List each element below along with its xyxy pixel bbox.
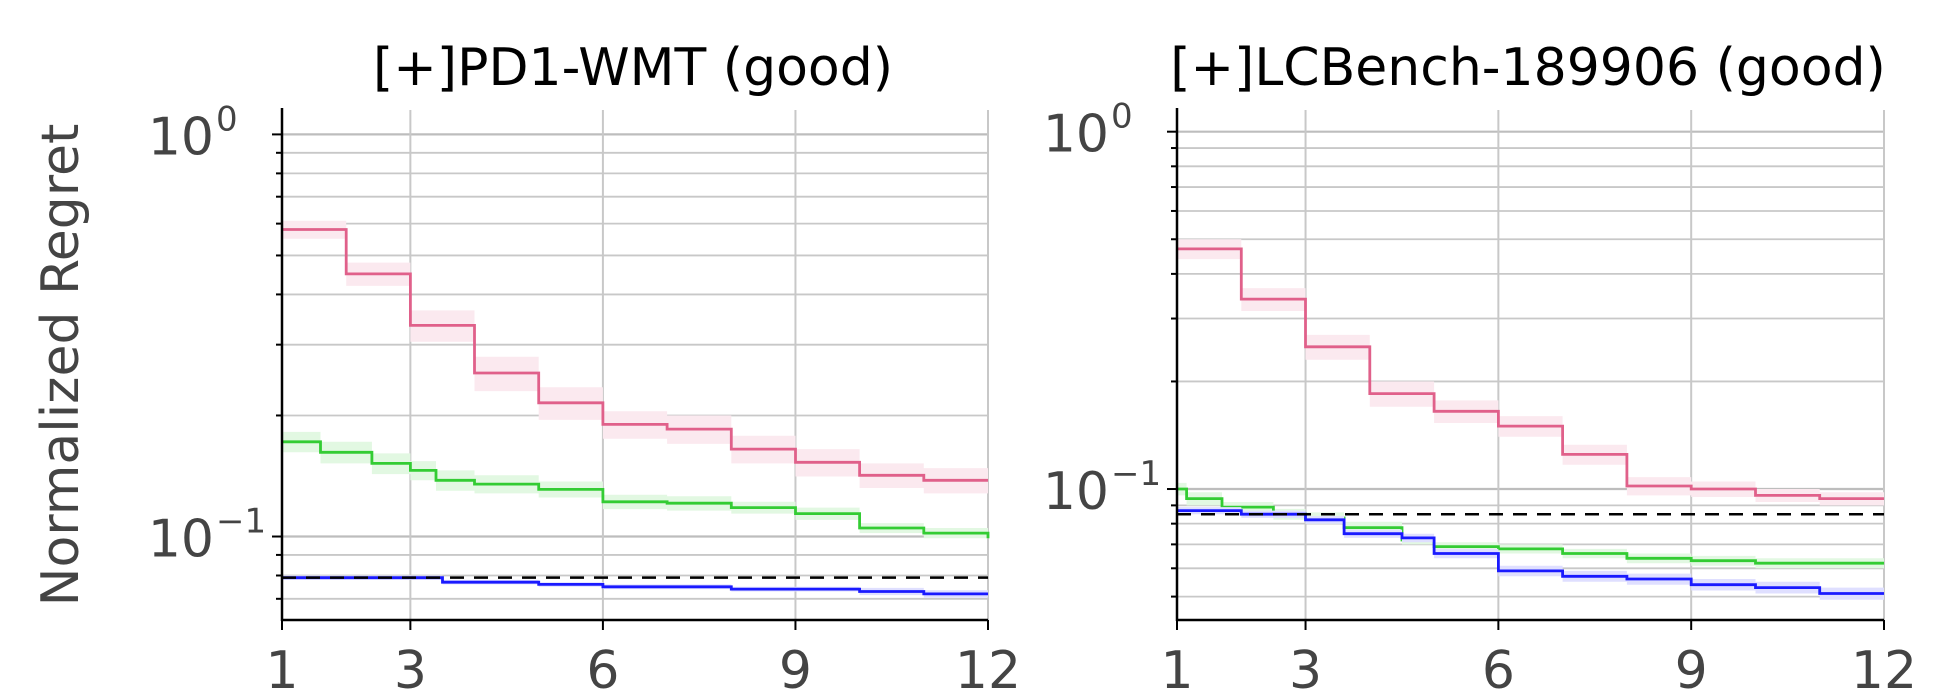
x-tick-label: 3 (1289, 641, 1322, 695)
y-tick-label: 10 0 (1043, 97, 1133, 165)
x-tick-label: 9 (1675, 641, 1708, 695)
confidence-band (1177, 482, 1884, 569)
x-tick-label: 9 (779, 641, 812, 695)
y-tick-base: 10 (1043, 462, 1109, 522)
x-tick-label: 6 (586, 641, 619, 695)
series-line (1177, 509, 1884, 595)
x-tick-label: 1 (1160, 641, 1193, 695)
x-tick-label: 12 (1851, 641, 1917, 695)
y-tick-label: 10 0 (148, 99, 238, 167)
y-tick-exponent: −1 (1111, 454, 1161, 494)
confidence-band (1177, 239, 1884, 506)
y-tick-exponent: 0 (216, 99, 238, 139)
series-2 (1177, 507, 1884, 600)
series-line (282, 576, 988, 596)
y-tick-label: 10 −1 (148, 502, 266, 570)
confidence-band (1177, 507, 1884, 600)
y-axis-label: Normalized Regret (31, 124, 91, 607)
chart-title: [+]PD1-WMT (good) (373, 38, 893, 98)
chart-title: [+]LCBench-189906 (good) (1170, 38, 1886, 98)
x-tick-label: 1 (265, 641, 298, 695)
y-tick-exponent: 0 (1111, 97, 1133, 137)
grid (281, 110, 989, 620)
x-tick-label: 12 (955, 641, 1021, 695)
x-tick-label: 3 (394, 641, 427, 695)
series-1 (282, 431, 990, 544)
y-tick-label: 10 −1 (1043, 454, 1161, 522)
y-tick-base: 10 (1043, 105, 1109, 165)
x-tick-label: 6 (1482, 641, 1515, 695)
confidence-band (282, 220, 988, 494)
series-2 (282, 575, 988, 598)
series-0 (282, 220, 988, 494)
y-tick-base: 10 (148, 107, 214, 167)
confidence-band (282, 431, 988, 544)
series-line (1177, 247, 1884, 500)
series-0 (1177, 239, 1884, 506)
y-tick-base: 10 (148, 510, 214, 570)
y-tick-exponent: −1 (216, 502, 266, 542)
series-line (282, 228, 988, 482)
series-line (282, 440, 990, 539)
grid (1176, 110, 1885, 620)
